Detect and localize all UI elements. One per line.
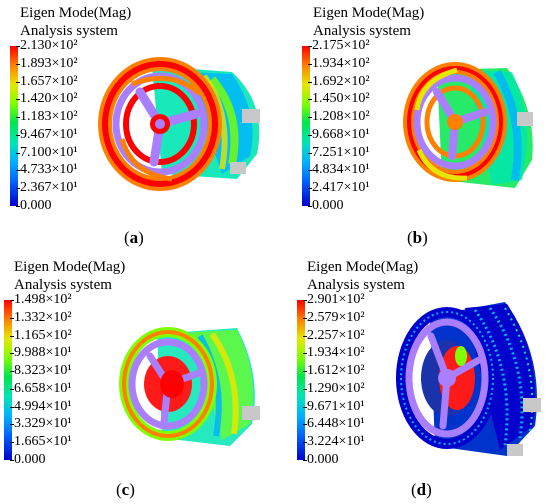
legend-tick: 1.450×10²: [308, 91, 370, 107]
legend-tick: 1.420×10²: [16, 91, 78, 107]
legend-tick: 1.665×10¹: [10, 434, 72, 450]
panel-c: Eigen Mode(Mag) Analysis system 1.498×10…: [0, 252, 275, 504]
caption: (c): [116, 480, 135, 499]
legend-subtitle: Analysis system: [307, 277, 405, 293]
fem-model-mode-a: [98, 57, 260, 191]
panel-a: Eigen Mode(Mag) Analysis system 2.130×10…: [0, 0, 275, 252]
legend-tick: 1.612×10²: [303, 363, 365, 379]
legend-tick: 7.100×10¹: [16, 144, 78, 160]
legend-title: Eigen Mode(Mag): [313, 5, 425, 21]
legend-tick: 1.165×10²: [10, 327, 72, 343]
legend-tick: 1.657×10²: [16, 73, 78, 89]
legend-tick: 2.130×10²: [16, 38, 78, 53]
colorbar: [10, 46, 18, 206]
legend-title: Eigen Mode(Mag): [14, 259, 126, 275]
colorbar: [297, 300, 305, 460]
legend-tick: 9.671×10¹: [303, 398, 365, 414]
legend-tick: 2.367×10¹: [16, 180, 78, 196]
legend-tick: 9.988×10¹: [10, 345, 72, 361]
legend-tick: 0.000: [16, 198, 52, 213]
legend-tick: 0.000: [10, 452, 46, 467]
caption: (d): [411, 480, 432, 499]
legend-tick: 1.208×10²: [308, 109, 370, 125]
legend-title: Eigen Mode(Mag): [307, 259, 419, 275]
legend-tick: 6.658×10¹: [10, 380, 72, 396]
legend-tick: 2.175×10²: [308, 38, 370, 53]
colorbar: [302, 46, 310, 206]
fem-model-mode-d: [396, 302, 541, 456]
legend-tick: 4.733×10¹: [16, 162, 78, 178]
legend-tick: 2.579×10²: [303, 309, 365, 325]
caption: (a): [124, 228, 144, 247]
fem-model-mode-c: [119, 327, 260, 446]
legend-tick: 0.000: [303, 452, 339, 467]
legend-tick: 2.257×10²: [303, 327, 365, 343]
legend-tick: 4.994×10¹: [10, 398, 72, 414]
legend-tick: 0.000: [308, 198, 344, 213]
panel-d: Eigen Mode(Mag) Analysis system 2.901×10…: [275, 252, 550, 504]
colorbar: [4, 300, 12, 460]
panel-b: Eigen Mode(Mag) Analysis system 2.175×10…: [275, 0, 550, 252]
fem-model-mode-b: [403, 62, 533, 188]
legend-subtitle: Analysis system: [20, 23, 118, 39]
legend-tick: 1.692×10²: [308, 73, 370, 89]
caption: (b): [407, 228, 428, 247]
legend-tick: 9.668×10¹: [308, 126, 370, 142]
legend-tick: 1.934×10²: [308, 55, 370, 71]
legend-tick: 1.934×10²: [303, 345, 365, 361]
legend-tick: 1.183×10²: [16, 109, 78, 125]
legend-tick: 6.448×10¹: [303, 416, 365, 432]
legend-tick: 1.290×10²: [303, 380, 365, 396]
legend-tick: 3.329×10¹: [10, 416, 72, 432]
legend-tick: 8.323×10¹: [10, 363, 72, 379]
legend-tick: 2.901×10²: [303, 292, 365, 307]
legend-tick: 1.498×10²: [10, 292, 72, 307]
legend-tick: 4.834×10¹: [308, 162, 370, 178]
legend-tick: 9.467×10¹: [16, 126, 78, 142]
legend-subtitle: Analysis system: [313, 23, 411, 39]
legend-title: Eigen Mode(Mag): [20, 5, 132, 21]
legend-tick: 3.224×10¹: [303, 434, 365, 450]
legend-subtitle: Analysis system: [14, 277, 112, 293]
legend-tick: 7.251×10¹: [308, 144, 370, 160]
legend-tick: 2.417×10¹: [308, 180, 370, 196]
legend-tick: 1.893×10²: [16, 55, 78, 71]
legend-tick: 1.332×10²: [10, 309, 72, 325]
